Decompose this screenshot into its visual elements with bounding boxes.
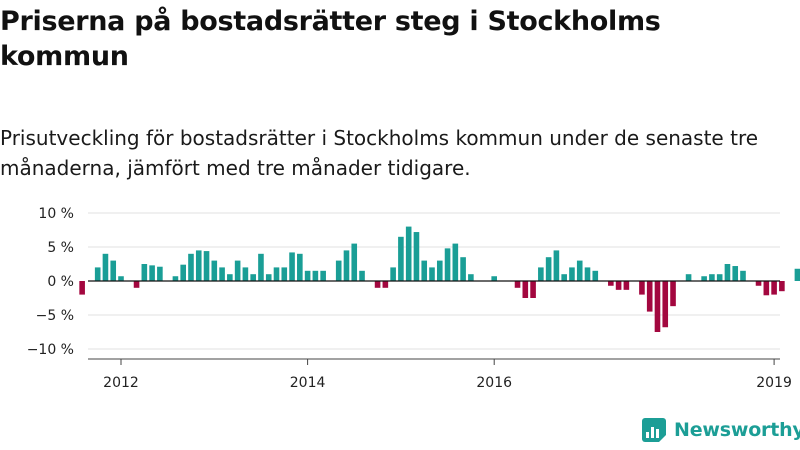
bar-positive: [398, 236, 404, 281]
chart-title: Priserna på bostadsrätter steg i Stockho…: [0, 6, 661, 72]
bar-positive: [685, 274, 692, 281]
gridlines: [88, 212, 780, 350]
bar-positive: [724, 264, 731, 281]
bar-negative: [662, 281, 669, 328]
bar-positive: [716, 274, 723, 281]
bar-positive: [110, 260, 117, 281]
bar-positive: [413, 232, 420, 281]
bar-positive: [740, 270, 746, 281]
bar-positive: [545, 257, 552, 281]
bar-positive: [452, 243, 459, 281]
bar-positive: [195, 250, 202, 281]
y-tick-label: −10 %: [27, 342, 74, 358]
bar-positive: [102, 253, 109, 281]
bar-positive: [304, 270, 311, 281]
bar-negative: [639, 281, 645, 295]
bar-negative: [763, 281, 770, 296]
bar-positive: [359, 270, 365, 281]
bar-positive: [258, 253, 264, 281]
y-tick-label: 10 %: [38, 206, 74, 222]
bar-negative: [514, 281, 521, 288]
bar-positive: [405, 226, 412, 281]
bar-positive: [312, 270, 319, 281]
bar-positive: [491, 276, 497, 281]
bar-positive: [94, 267, 101, 281]
bar-positive: [343, 250, 350, 281]
bar-positive: [538, 267, 544, 281]
bar-chart: 10 %5 %0 %−5 %−10 % 20122014201620192021…: [27, 206, 800, 391]
bar-positive: [794, 268, 800, 281]
newsworthy-logo: Newsworthy: [642, 418, 800, 442]
y-tick-label: 0 %: [47, 274, 74, 290]
bar-positive: [468, 274, 474, 281]
bar-negative: [374, 281, 381, 288]
bar-negative: [623, 281, 630, 290]
bar-positive: [561, 274, 567, 281]
bar-positive: [335, 260, 342, 281]
bar-positive: [227, 274, 233, 281]
bar-positive: [149, 265, 155, 281]
bar-negative: [79, 281, 85, 295]
x-tick-label: 2012: [103, 375, 139, 391]
bar-positive: [701, 276, 707, 281]
bar-negative: [646, 281, 653, 312]
x-axis-labels: 2012201420162019202120232025: [103, 359, 792, 391]
bars: [79, 226, 800, 332]
bar-negative: [382, 281, 389, 288]
chart-subtitle: Prisutveckling för bostadsrätter i Stock…: [0, 126, 759, 180]
bar-negative: [771, 281, 777, 295]
bar-positive: [273, 267, 280, 281]
bar-positive: [390, 267, 396, 281]
bar-positive: [421, 260, 428, 281]
bar-positive: [157, 266, 163, 281]
bar-positive: [553, 250, 560, 281]
bar-positive: [429, 267, 435, 281]
bar-positive: [297, 253, 303, 281]
bar-positive: [709, 274, 715, 281]
bar-negative: [654, 281, 661, 332]
bar-negative: [608, 281, 614, 286]
bar-positive: [592, 270, 599, 281]
bar-positive: [188, 253, 194, 281]
bar-negative: [779, 281, 785, 292]
bar-positive: [141, 264, 148, 281]
x-tick-label: 2016: [476, 375, 512, 391]
bar-positive: [242, 267, 249, 281]
bar-negative: [670, 281, 676, 307]
bar-positive: [211, 260, 218, 281]
bar-negative: [133, 281, 140, 288]
bar-positive: [281, 267, 288, 281]
bar-positive: [569, 267, 575, 281]
bar-negative: [522, 281, 529, 298]
bar-positive: [320, 270, 326, 281]
bar-positive: [234, 260, 241, 281]
bar-positive: [265, 274, 272, 281]
bar-positive: [250, 274, 256, 281]
bar-positive: [118, 276, 124, 281]
bar-positive: [584, 267, 591, 281]
y-tick-label: 5 %: [47, 240, 74, 256]
bar-positive: [351, 243, 358, 281]
newsworthy-bars-icon: [642, 418, 666, 442]
bar-positive: [180, 264, 186, 281]
bar-positive: [436, 260, 443, 281]
bar-positive: [444, 248, 451, 281]
bar-negative: [530, 281, 536, 298]
bar-positive: [460, 257, 466, 281]
y-axis-labels: 10 % 5 % 0 % −5 % −10 %: [27, 206, 74, 358]
bar-negative: [755, 281, 762, 286]
brand-name: Newsworthy: [674, 419, 800, 441]
bar-positive: [576, 260, 583, 281]
x-tick-label: 2019: [756, 375, 792, 391]
x-tick-label: 2014: [290, 375, 326, 391]
y-tick-label: −5 %: [36, 308, 74, 324]
bar-positive: [172, 276, 179, 281]
bar-positive: [219, 267, 225, 281]
bar-positive: [203, 251, 210, 281]
bar-positive: [732, 266, 739, 281]
bar-negative: [615, 281, 622, 290]
bar-positive: [289, 252, 295, 281]
